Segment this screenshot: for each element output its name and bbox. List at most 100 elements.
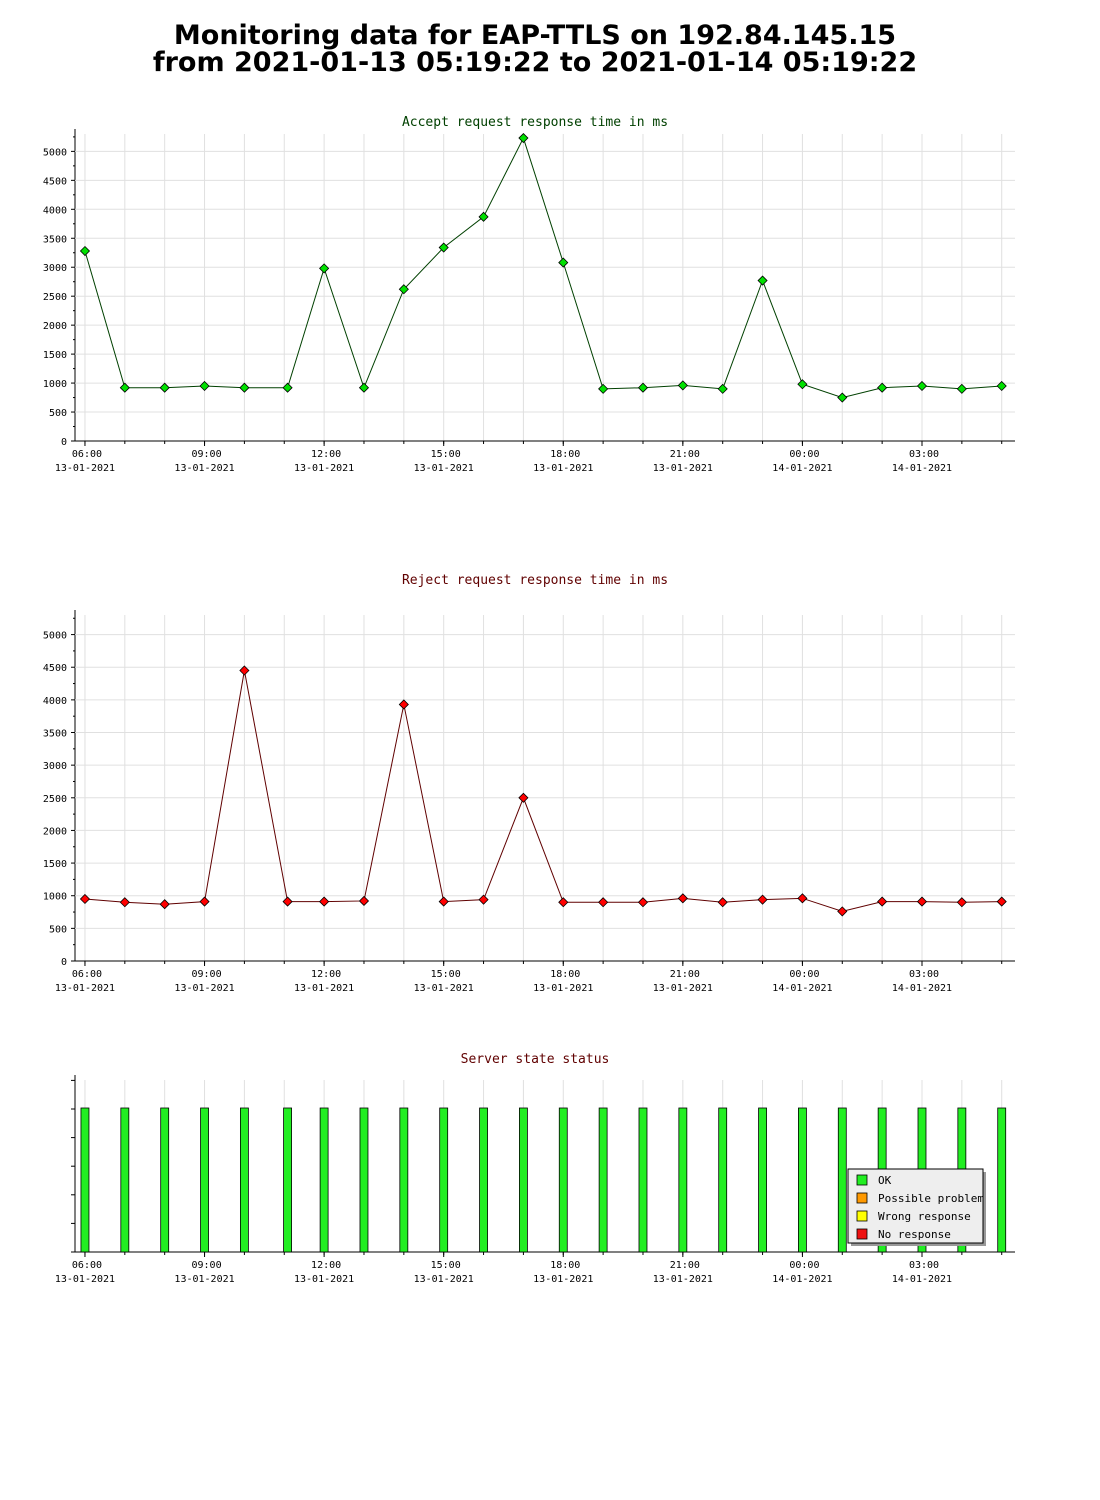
series-line [84,670,1002,912]
x-tick-label-date: 13-01-2021 [533,463,593,474]
status-bar [837,1107,847,1253]
chart-1: 06:00 13-01-2021 09:00 13-01-2021 12:00 13-01… [43,115,1015,474]
x-tick-label-time: 09:00 [191,449,221,460]
y-tick-label: 4000 [43,205,67,216]
x-tick-label-time: 15:00 [431,449,461,460]
x-tick-label-date: 13-01-2021 [653,983,713,994]
x-tick-label-date: 13-01-2021 [414,463,474,474]
legend-label: No response [878,1228,951,1241]
data-point [159,382,170,393]
legend-label: Wrong response [878,1210,971,1223]
y-tick-label: 2000 [43,826,67,837]
page-title: Monitoring data for EAP-TTLS on 192.84.1… [0,22,1070,76]
y-tick-label: 1000 [43,379,67,390]
data-point [119,382,130,393]
status-bar [638,1107,648,1253]
x-tick-label-date: 13-01-2021 [294,463,354,474]
y-tick-label: 2500 [43,794,67,805]
x-tick-label-time: 03:00 [909,449,939,460]
y-tick-label: 500 [49,924,67,935]
data-point [319,263,330,274]
x-tick-label-date: 14-01-2021 [772,1274,832,1285]
x-tick-label-date: 14-01-2021 [892,463,952,474]
y-tick-label: 4000 [43,696,67,707]
data-point [598,383,609,394]
data-point [518,132,529,144]
y-tick-label: 3000 [43,761,67,772]
data-point [79,893,91,905]
data-point [239,665,250,676]
y-tick-label: 5000 [43,147,67,158]
chart-2: 06:00 13-01-2021 09:00 13-01-2021 12:00 13-01… [43,573,1015,994]
legend-swatch [856,1210,868,1222]
x-tick-label-date: 13-01-2021 [294,1274,354,1285]
data-point [478,211,489,222]
x-tick-label-time: 09:00 [191,969,221,980]
status-bar [200,1107,209,1253]
data-point [319,896,330,907]
x-tick-label-time: 12:00 [311,969,341,980]
x-tick-label-date: 14-01-2021 [772,983,832,994]
y-tick-label: 4500 [43,663,67,674]
x-tick-label-time: 15:00 [431,1260,461,1271]
data-point [199,380,210,392]
status-bar [678,1107,688,1253]
data-point [598,897,609,908]
x-tick-label-time: 18:00 [550,969,580,980]
data-point [558,897,569,908]
x-tick-label-time: 00:00 [789,969,819,980]
y-tick-label: 5000 [43,631,67,642]
status-bar [479,1107,488,1253]
y-tick-label: 1000 [43,892,67,903]
x-tick-label-time: 06:00 [72,969,102,980]
x-tick-label-date: 13-01-2021 [533,983,593,994]
data-point [837,392,848,403]
page-title-line-1: Monitoring data for EAP-TTLS on 192.84.1… [173,20,897,51]
data-point [877,382,888,393]
y-tick-label: 0 [61,437,67,448]
x-tick-label-date: 13-01-2021 [294,983,354,994]
status-bar [319,1107,329,1253]
x-tick-label-date: 14-01-2021 [772,463,832,474]
x-tick-label-time: 03:00 [909,1260,939,1271]
status-bar [558,1107,568,1253]
y-tick-label: 4500 [43,176,67,187]
x-tick-label-time: 21:00 [670,969,700,980]
x-tick-label-date: 14-01-2021 [892,1274,952,1285]
y-tick-label: 1500 [43,350,67,361]
chart-title: Reject request response time in ms [402,573,668,588]
y-tick-label: 3500 [43,234,67,245]
legend-label: OK [878,1174,892,1187]
data-point [119,897,130,908]
page-title-line-2: from 2021-01-13 05:19:22 to 2021-01-14 0… [152,47,918,78]
chart-title: Accept request response time in ms [402,115,668,130]
data-point [677,380,688,391]
y-tick-label: 0 [61,957,67,968]
data-point [79,245,91,257]
x-tick-label-date: 13-01-2021 [533,1274,593,1285]
status-bar [120,1107,130,1253]
legend-swatch [856,1228,868,1240]
data-point [916,896,928,907]
data-point [717,897,728,908]
legend-swatch [856,1174,868,1186]
data-point [438,242,449,253]
status-bar [239,1107,249,1253]
data-point [358,895,370,907]
data-point [398,284,409,295]
y-tick-label: 3000 [43,263,67,274]
y-tick-label: 1500 [43,859,67,870]
data-point [358,382,370,393]
data-point [398,699,409,710]
x-tick-label-date: 13-01-2021 [653,463,713,474]
data-point [478,894,489,905]
status-bar [399,1107,409,1253]
data-point [797,893,808,904]
data-point [637,382,649,393]
y-tick-label: 3500 [43,729,67,740]
y-tick-label: 500 [49,408,67,419]
x-tick-label-time: 18:00 [550,449,580,460]
x-tick-label-date: 13-01-2021 [174,1274,234,1285]
y-tick-label: 2500 [43,292,67,303]
status-bar [359,1107,369,1253]
